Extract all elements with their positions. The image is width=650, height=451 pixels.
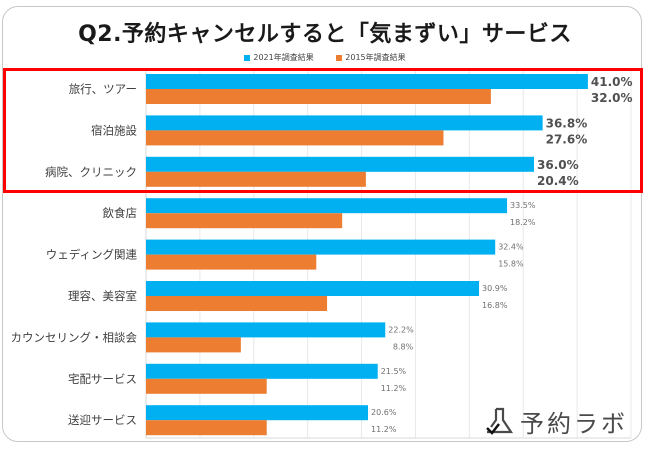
bar-2021 [146,198,508,214]
category-label: カウンセリング・相談会 [11,330,138,344]
value-label-2015: 15.8% [498,260,524,269]
logo-icon [486,407,514,435]
chart-title: Q2.予約キャンセルすると「気まずい」サービス [78,22,572,47]
value-label-2021: 21.5% [381,367,407,376]
category-label: 飲食店 [103,206,138,220]
value-label-2015: 18.2% [510,218,536,227]
logo: 予約ラボ [484,403,628,439]
value-label-2015: 11.2% [371,425,397,434]
value-label-2015: 32.0% [591,91,633,105]
category-label: 宿泊施設 [91,123,137,137]
bar-2015 [146,337,241,353]
legend: 2021年調査結果 2015年調査結果 [0,52,650,63]
bar-2015 [146,296,328,311]
bar-2015 [146,213,343,229]
value-label-2015: 11.2% [381,384,407,393]
bar-2021 [146,281,480,296]
bar-2015 [146,420,267,436]
category-label: 旅行、ツアー [69,82,137,96]
value-label-2021: 41.0% [591,75,633,89]
bar-2021 [146,115,543,131]
category-label: 理容、美容室 [68,289,137,303]
value-label-2015: 20.4% [537,174,579,188]
legend-item-2021: 2021年調査結果 [244,52,314,63]
bars [146,74,588,436]
category-label: 病院、クリニック [45,165,137,179]
value-label-2021: 32.4% [498,243,524,252]
bar-2021 [146,363,378,379]
legend-item-2015: 2015年調査結果 [336,52,406,63]
value-labels: 41.0% 32.0%36.8% 27.6% 36.0% 20.4% 33.5% 18.2%… [371,75,633,434]
legend-swatch-2021 [244,54,251,61]
value-label-2015: 16.8% [482,301,508,310]
value-label-2021: 30.9% [482,284,508,293]
value-label-2015: 8.8% [393,342,414,351]
value-label-2021: 36.0% [537,158,579,172]
value-label-2021: 36.8% [546,116,588,130]
bar-2015 [146,378,267,394]
bar-2021 [146,156,534,172]
bar-2015 [146,254,317,270]
value-label-2021: 22.2% [388,325,414,334]
category-label: ウェディング関連 [46,248,138,262]
value-label-2015: 27.6% [546,132,588,146]
bar-2021 [146,405,369,421]
legend-swatch-2015 [336,54,343,61]
bar-2015 [146,130,444,146]
bar-2015 [146,171,366,187]
value-label-2021: 20.6% [371,408,397,417]
bar-2015 [146,89,491,104]
value-label-2021: 33.5% [510,201,536,210]
legend-label-2015: 2015年調査結果 [345,53,406,62]
bar-2021 [146,74,588,89]
legend-label-2021: 2021年調査結果 [253,53,314,62]
category-label: 宅配サービス [68,372,137,386]
category-labels: 旅行、ツアー宿泊施設病院、クリニック飲食店ウェディング関連理容、美容室カウンセリ… [11,82,138,427]
bar-2021 [146,322,386,338]
logo-text: 予約ラボ [520,409,628,438]
bar-2021 [146,239,496,255]
category-label: 送迎サービス [68,413,137,427]
